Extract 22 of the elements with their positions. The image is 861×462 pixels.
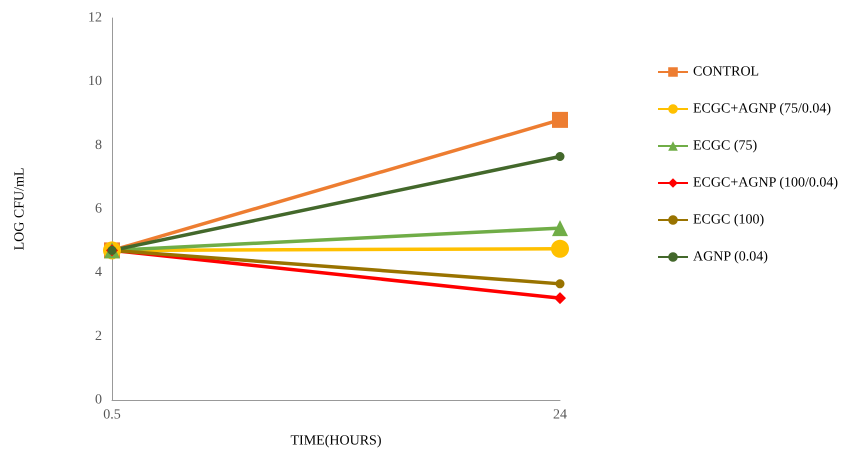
- legend-label: CONTROL: [693, 64, 760, 80]
- y-tick-label: 0: [95, 392, 102, 408]
- legend-label: ECGC+AGNP (100/0.04): [693, 176, 838, 190]
- x-tick-label: 24: [553, 408, 567, 422]
- point: [551, 240, 569, 258]
- point: [556, 152, 564, 161]
- x-axis-title: TIME(HOURS): [290, 434, 382, 448]
- y-tick-label: 2: [95, 328, 102, 344]
- y-axis-title: LOG CFU/mL: [12, 168, 28, 250]
- y-tick-label: 4: [95, 265, 102, 280]
- legend-label: ECGC (75): [693, 138, 758, 154]
- legend-label: ECGC (100): [693, 212, 764, 228]
- x-tick-label: 0.5: [103, 408, 121, 422]
- legend-label: ECGC+AGNP (75/0.04): [693, 102, 832, 116]
- y-tick-label: 8: [95, 138, 102, 153]
- y-tick-label: 10: [88, 74, 102, 90]
- point: [554, 292, 566, 304]
- y-tick-label: 12: [88, 10, 102, 26]
- point: [552, 112, 568, 128]
- y-tick-label: 6: [95, 202, 102, 216]
- point: [556, 279, 564, 288]
- legend-label: AGNP (0.04): [693, 250, 768, 264]
